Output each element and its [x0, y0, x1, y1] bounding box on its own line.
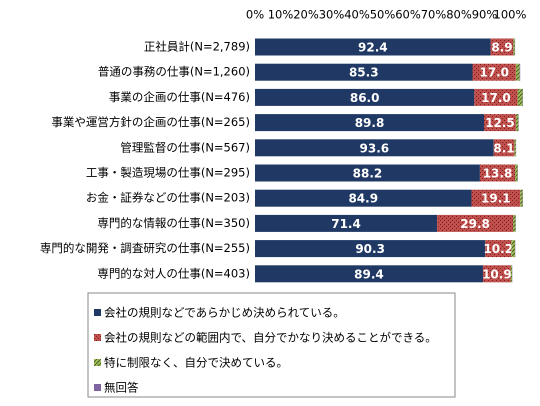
value-label: 93.6 [360, 141, 390, 155]
bar-segment [482, 265, 511, 283]
legend-label: 無回答 [104, 381, 139, 395]
bar-segment [471, 189, 521, 207]
value-label: 13.8 [483, 167, 513, 181]
bar-segment [515, 164, 518, 182]
legend-label: 特に制限なく、自分で決めている。 [104, 356, 288, 370]
bar-segment [514, 139, 516, 157]
legend-swatch [94, 359, 101, 366]
bar-segment [520, 189, 523, 207]
legend-label: 会社の規則などの範囲内で、自分でかなり決めることができる。 [104, 331, 437, 345]
legend-swatch [94, 384, 101, 391]
bar-segment [479, 164, 516, 182]
bar-segment [255, 114, 484, 132]
legend-label: 会社の規則などであらかじめ決められている。 [104, 306, 345, 320]
legend-swatch [94, 309, 101, 316]
category-label: 専門的な情報の仕事(N=350) [97, 216, 250, 230]
value-label: 17.0 [479, 66, 509, 80]
x-tick-label: 0% [246, 8, 264, 22]
bar-segment [511, 240, 516, 258]
bar-segment [517, 88, 523, 106]
category-label: お金・証券などの仕事(N=203) [86, 191, 250, 205]
legend-box [87, 292, 456, 398]
category-label: 専門的な対人の仕事(N=403) [97, 266, 250, 280]
category-label: 工事・製造現場の仕事(N=295) [86, 166, 250, 180]
bar-segment [490, 38, 514, 56]
bar-segment [485, 240, 512, 258]
bar-segment [513, 38, 515, 56]
bar-segment [255, 38, 491, 56]
category-label: 事業や運営方針の企画の仕事(N=265) [51, 115, 250, 129]
value-label: 90.3 [355, 242, 385, 256]
bar-segment [255, 164, 480, 182]
bar-segment [493, 139, 515, 157]
bar-segment [255, 139, 494, 157]
bar-segment [255, 265, 483, 283]
x-tick-label: 40% [344, 8, 370, 22]
value-label: 89.4 [354, 267, 384, 281]
value-label: 88.2 [353, 167, 383, 181]
bar-segment [255, 63, 473, 81]
bar-segment [474, 88, 518, 106]
x-tick-label: 30% [319, 8, 345, 22]
bar-segment [513, 214, 516, 232]
category-label: 普通の事務の仕事(N=1,260) [98, 65, 250, 79]
x-tick-label: 10% [268, 8, 294, 22]
bar-segment [483, 114, 516, 132]
x-tick-label: 100% [494, 8, 527, 22]
bar-segment [515, 114, 519, 132]
value-label: 86.0 [350, 91, 380, 105]
bar-segment [255, 189, 472, 207]
value-label: 71.4 [331, 217, 361, 231]
bar-segment [515, 63, 520, 81]
x-tick-label: 20% [293, 8, 319, 22]
category-label: 専門的な開発・調査研究の仕事(N=255) [40, 241, 250, 255]
bar-segment [437, 214, 514, 232]
bar-segment [255, 214, 438, 232]
value-label: 12.5 [485, 116, 515, 130]
bar-segment [510, 265, 513, 283]
category-label: 正社員計(N=2,789) [144, 40, 250, 54]
x-tick-label: 50% [370, 8, 396, 22]
bar-segment [472, 63, 516, 81]
legend-swatch [94, 334, 101, 341]
value-label: 85.3 [349, 66, 379, 80]
x-tick-label: 60% [395, 8, 421, 22]
bar-segment [255, 240, 486, 258]
value-label: 17.0 [481, 91, 511, 105]
value-label: 89.8 [355, 116, 385, 130]
x-tick-label: 80% [446, 8, 472, 22]
value-label: 8.9 [491, 41, 512, 55]
value-label: 84.9 [348, 192, 378, 206]
value-label: 19.1 [481, 192, 511, 206]
value-label: 10.2 [483, 242, 513, 256]
value-label: 29.8 [460, 217, 490, 231]
category-label: 事業の企画の仕事(N=476) [109, 90, 250, 104]
value-label: 8.1 [493, 141, 514, 155]
bar-segment [519, 63, 521, 81]
bar-segment [255, 88, 475, 106]
category-label: 管理監督の仕事(N=567) [120, 140, 250, 154]
value-label: 92.4 [358, 41, 388, 55]
x-tick-label: 70% [421, 8, 447, 22]
value-label: 10.9 [482, 267, 512, 281]
x-tick-label: 90% [472, 8, 498, 22]
